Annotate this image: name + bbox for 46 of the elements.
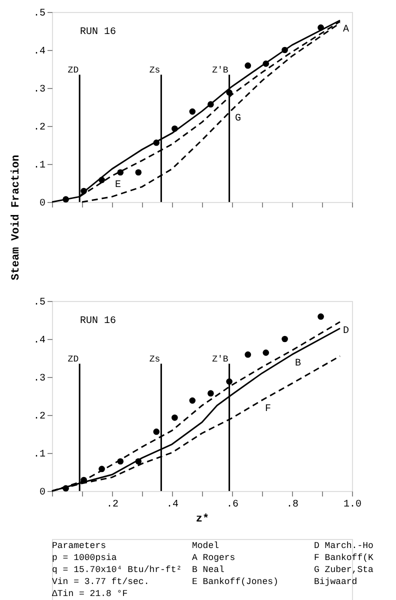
y-axis-title: Steam Void Fraction xyxy=(10,154,22,280)
y-tick-label: 0 xyxy=(39,198,46,210)
text: D March.-Ho xyxy=(314,541,374,551)
y-tick-label: .5 xyxy=(33,8,46,20)
y-tick-label: .4 xyxy=(33,46,46,58)
x-tick-label: .4 xyxy=(166,500,179,510)
text: p = 1000psia xyxy=(52,553,118,563)
annotation: RUN 16 xyxy=(80,316,116,327)
y-tick-label: .1 xyxy=(33,160,46,172)
annotation: E xyxy=(115,180,122,191)
text: A Rogers xyxy=(192,553,236,563)
ref-line-label: Zs xyxy=(149,354,160,365)
ref-line-label: ZD xyxy=(68,354,79,365)
ref-line-label: Zs xyxy=(149,66,160,76)
text: G Zuber,Sta xyxy=(314,565,374,575)
text: Model xyxy=(192,541,220,551)
text: Vin = 3.77 ft/sec. xyxy=(52,577,150,587)
annotation: D xyxy=(343,326,350,337)
x-tick-label: .2 xyxy=(106,500,119,510)
y-tick-label: .2 xyxy=(33,122,46,134)
y-tick-label: 0 xyxy=(39,488,46,498)
ref-line-label: ZD xyxy=(68,66,79,76)
y-tick-label: .1 xyxy=(33,450,46,460)
text: E Bankoff(Jones) xyxy=(192,577,278,587)
annotation: RUN 16 xyxy=(80,27,116,38)
ref-line-label: Z'B xyxy=(212,66,229,76)
ref-line-label: Z'B xyxy=(212,354,229,365)
y-tick-label: .5 xyxy=(33,298,46,308)
x-tick-label: 1.0 xyxy=(343,500,362,510)
text: ΔTin = 21.8 °F xyxy=(52,589,128,599)
annotation: G xyxy=(235,114,242,125)
annotation: A xyxy=(343,24,350,36)
x-axis-title: z* xyxy=(196,514,210,526)
text: Parameters xyxy=(52,541,106,551)
annotation: F xyxy=(265,404,272,416)
y-tick-label: .4 xyxy=(33,336,46,346)
x-tick-label: .8 xyxy=(286,500,299,510)
y-tick-label: .2 xyxy=(33,412,46,422)
x-tick-label: .6 xyxy=(226,500,239,510)
y-tick-label: .3 xyxy=(33,374,46,384)
annotation: B xyxy=(295,358,302,370)
text: q = 15.70x10⁴ Btu/hr-ft² xyxy=(52,565,182,575)
text: B Neal xyxy=(192,565,224,575)
y-tick-label: .3 xyxy=(33,84,46,96)
text: F Bankoff(K xyxy=(314,553,374,563)
text: Bijwaard xyxy=(314,577,358,587)
